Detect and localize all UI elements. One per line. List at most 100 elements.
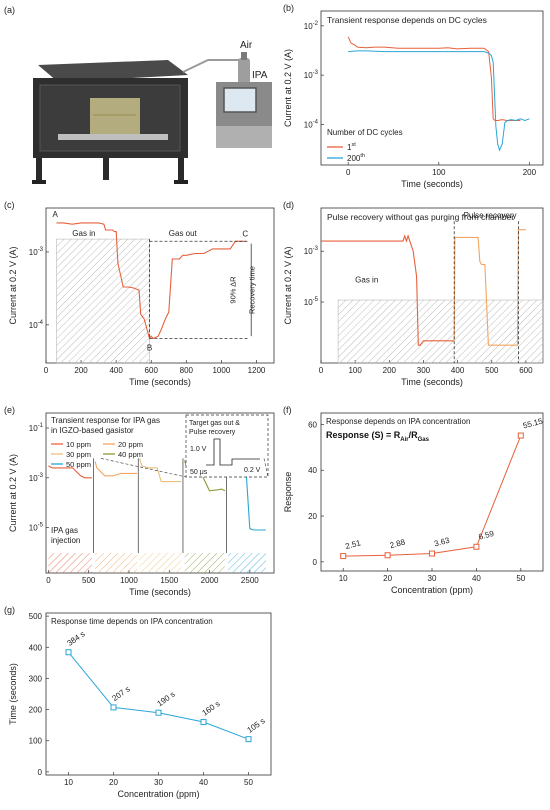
- y-tick-label: 10-5: [304, 297, 319, 307]
- x-tick-label: 500: [485, 366, 499, 375]
- legend-entry: 20 ppm: [118, 440, 143, 449]
- y-tick-label: 0: [38, 768, 43, 777]
- inset-title-line1: Target gas out &: [189, 420, 240, 427]
- hatch-region: [48, 553, 92, 573]
- series-line: [453, 229, 526, 346]
- plot-frame: [320, 10, 544, 166]
- x-tick-label: 1000: [120, 576, 138, 585]
- x-tick-label: 200: [383, 366, 397, 375]
- injection-label-line1: IPA gas: [51, 526, 78, 535]
- response-formula: Response (S) = RAir/RGas: [326, 430, 430, 443]
- x-tick-label: 50: [516, 574, 525, 583]
- series-line: [48, 465, 92, 479]
- x-tick-label: 0: [46, 576, 51, 585]
- chart-panel-e: 0 500 1000 1500 2000 2500 10-1 10-3 10-5 Time (se…: [8, 412, 275, 597]
- y-tick-label: 300: [29, 674, 43, 683]
- data-label: 190 s: [155, 690, 176, 709]
- x-tick-label: 20: [383, 574, 392, 583]
- y-tick-label: 10-3: [304, 246, 319, 256]
- pulse-inset: [185, 414, 269, 478]
- point-a-label: A: [53, 210, 59, 219]
- y-tick-label: 60: [308, 420, 317, 429]
- hatch-region: [95, 553, 138, 573]
- panel-label-b: (b): [283, 3, 294, 13]
- y-tick-label: 10-3: [304, 70, 319, 80]
- recovery-time-label: Recovery time: [248, 266, 257, 314]
- chart-panel-c: 0 200 400 600 800 1000 1200 10-3 10-4 Time (secon…: [8, 207, 275, 387]
- hatch-region: [139, 553, 182, 573]
- data-point: [245, 736, 252, 743]
- gas-out-label: Gas out: [169, 229, 198, 238]
- x-tick-label: 1200: [248, 366, 266, 375]
- chart-title-line1: Transient response for IPA gas: [51, 416, 160, 425]
- y-tick-label: 200: [29, 706, 43, 715]
- pulse-high-label: 1.0 V: [190, 446, 207, 453]
- y-axis-label: Time (seconds): [8, 663, 18, 725]
- data-label: 3.63: [433, 536, 451, 549]
- x-tick-label: 600: [145, 366, 159, 375]
- x-tick-label: 400: [451, 366, 465, 375]
- y-tick-label: 20: [308, 512, 317, 521]
- x-tick-label: 0: [44, 366, 49, 375]
- x-axis-label: Time (seconds): [129, 587, 191, 597]
- hatch-region: [337, 299, 544, 364]
- y-tick-label: 40: [308, 466, 317, 475]
- hatch-region: [228, 553, 266, 573]
- chart-panel-b: 0 100 200 10-2 10-3 10-4 Time (seconds) Current…: [283, 10, 544, 189]
- panel-label-c: (c): [4, 200, 15, 210]
- x-axis-label: Time (seconds): [401, 377, 463, 387]
- x-axis-label: Concentration (ppm): [391, 585, 473, 595]
- hatch-region: [56, 238, 150, 364]
- data-point: [473, 543, 480, 550]
- legend-entry: 1st: [347, 142, 356, 152]
- x-tick-label: 2000: [201, 576, 219, 585]
- y-tick-label: 10-5: [29, 523, 44, 533]
- y-tick-label: 10-4: [304, 119, 319, 129]
- panel-label-g: (g): [4, 605, 15, 615]
- gas-in-label: Gas in: [72, 229, 95, 238]
- y-tick-label: 500: [29, 612, 43, 621]
- y-axis-label: Current at 0.2 V (A): [8, 454, 18, 532]
- x-tick-label: 10: [339, 574, 348, 583]
- x-tick-label: 500: [82, 576, 96, 585]
- x-tick-label: 1000: [212, 366, 230, 375]
- gas-in-label: Gas in: [355, 275, 378, 284]
- y-axis-label: Response: [283, 472, 293, 513]
- x-tick-label: 100: [432, 168, 446, 177]
- y-axis-label: Current at 0.2 V (A): [8, 246, 18, 324]
- data-label: 2.88: [389, 537, 407, 550]
- panel-label-a: (a): [4, 5, 15, 15]
- chart-title: Pulse recovery without gas purging from …: [327, 212, 514, 222]
- ipa-label: IPA: [252, 70, 268, 81]
- legend-entry: 40 ppm: [118, 450, 143, 459]
- x-tick-label: 30: [428, 574, 437, 583]
- hatch-region: [184, 553, 225, 573]
- inset-title-line2: Pulse recovery: [189, 429, 236, 436]
- x-tick-label: 2500: [241, 576, 259, 585]
- x-axis-label: Time (seconds): [129, 377, 191, 387]
- pulse-width-label: 50 μs: [190, 469, 208, 476]
- series-line: [68, 651, 249, 740]
- series-line: [321, 234, 455, 346]
- legend-entry: 10 ppm: [66, 440, 91, 449]
- x-tick-label: 0: [346, 168, 351, 177]
- x-tick-label: 1500: [160, 576, 178, 585]
- x-tick-label: 10: [64, 778, 73, 787]
- chart-panel-f: 10 20 30 40 50 0 20 40 60 Concentration (ppm) Resp…: [283, 412, 544, 595]
- pulse-low-label: 0.2 V: [244, 467, 261, 474]
- x-axis-label: Concentration (ppm): [117, 789, 199, 799]
- data-point: [200, 719, 207, 726]
- data-point: [110, 704, 117, 711]
- series-line: [94, 461, 137, 477]
- panel-label-f: (f): [283, 405, 292, 415]
- x-tick-label: 40: [199, 778, 208, 787]
- probe-station-illustration: Air IPA: [32, 40, 272, 184]
- inset-connector: [100, 458, 187, 478]
- series-line: [138, 458, 182, 483]
- pulse-recovery-label: Pulse recovery: [464, 211, 517, 220]
- x-tick-label: 40: [472, 574, 481, 583]
- y-tick-label: 10-4: [29, 320, 44, 330]
- y-tick-label: 10-2: [304, 21, 319, 31]
- chart-title: Response time depends on IPA concentrati…: [51, 617, 213, 626]
- instrument-box-icon: [216, 82, 272, 148]
